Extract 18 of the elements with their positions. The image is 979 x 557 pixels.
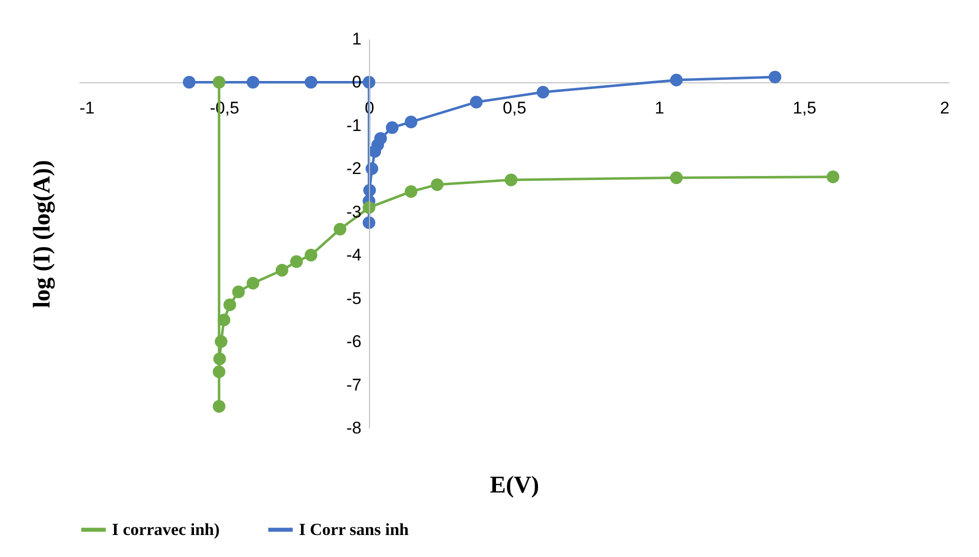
x-tick-label: -1: [80, 98, 95, 118]
legend-label: I Corr sans inh: [299, 520, 410, 539]
y-tick-label: -1: [346, 116, 362, 135]
y-axis-title: log (I) (log(A)): [30, 160, 56, 308]
y-tick-label: -5: [346, 288, 362, 308]
y-tick-label: -3: [346, 202, 362, 222]
x-tick-label: 1,5: [792, 98, 816, 118]
x-axis-title: E(V): [490, 472, 540, 498]
x-tick-label: 0,5: [502, 98, 526, 118]
legend-label: I corravec inh): [112, 520, 220, 539]
x-tick-label: 2: [940, 98, 950, 118]
y-tick-label: -8: [346, 418, 362, 438]
y-tick-label: 1: [352, 30, 362, 48]
x-tick-label: 1: [654, 98, 664, 118]
y-tick-label: -6: [346, 332, 362, 352]
y-tick-label: -2: [346, 159, 362, 178]
y-tick-label: -4: [346, 246, 362, 265]
y-tick-label: -7: [346, 375, 362, 394]
